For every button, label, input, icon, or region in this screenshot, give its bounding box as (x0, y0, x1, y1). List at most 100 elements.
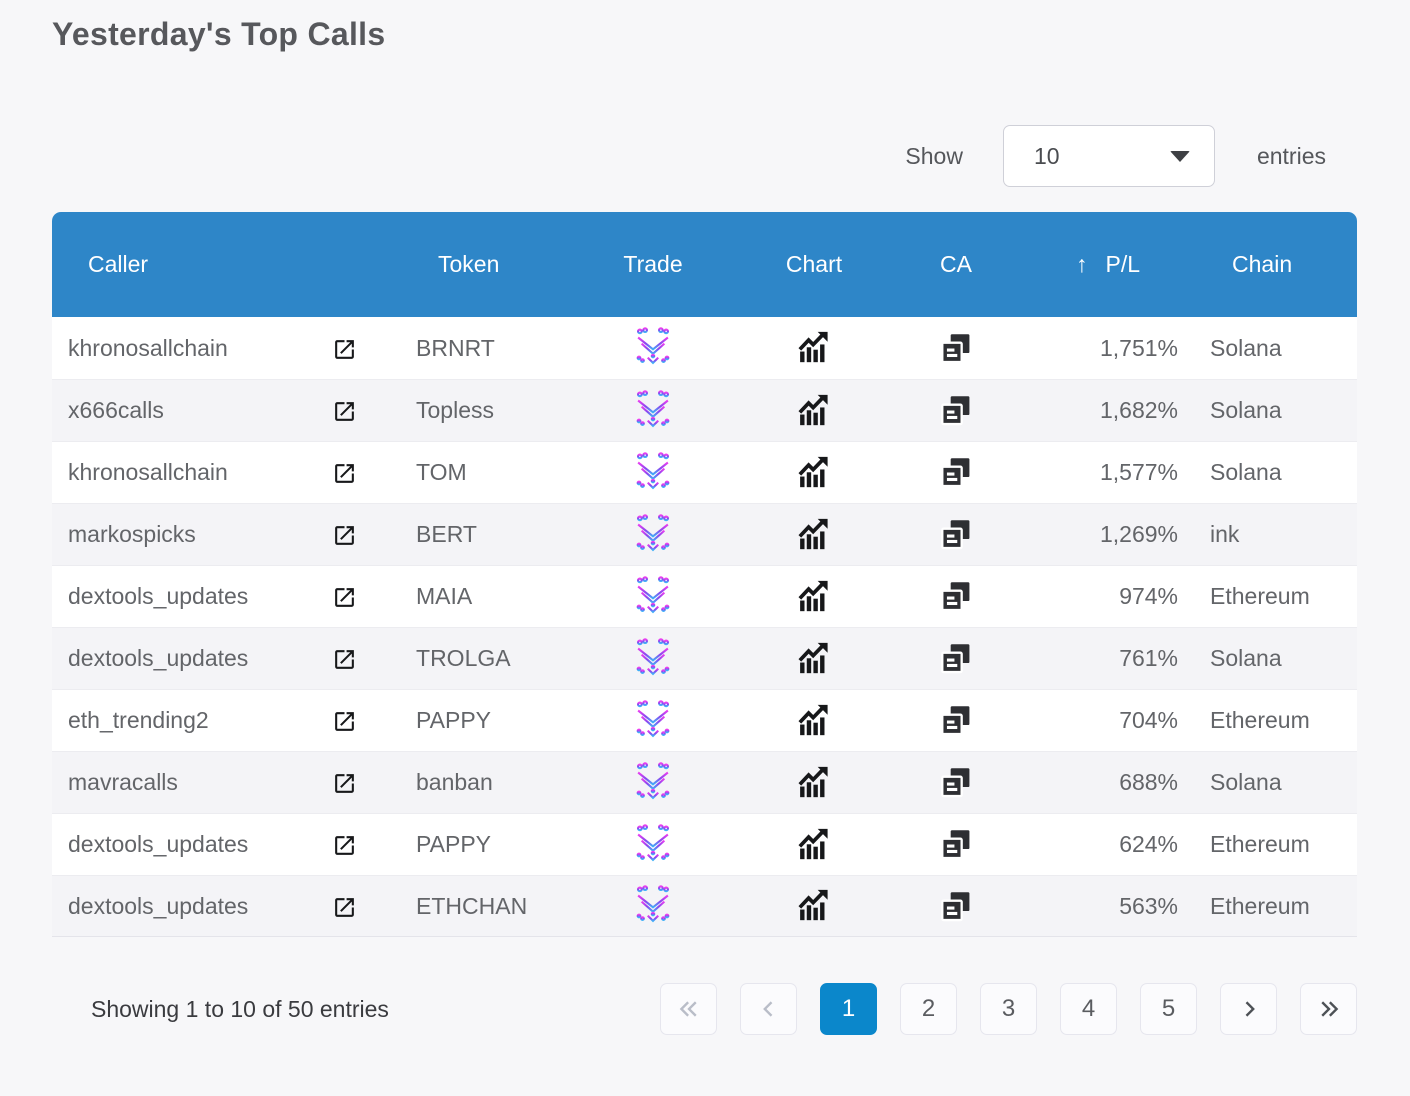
external-link-icon[interactable] (332, 523, 357, 548)
first-page-button[interactable] (660, 983, 717, 1035)
entries-label: entries (1256, 142, 1326, 169)
table-row: khronosallchain TOM (52, 441, 1358, 503)
table-row: markospicks BERT (52, 503, 1358, 565)
caller-name: mavracalls (52, 751, 312, 813)
token-name: Topless (376, 379, 563, 441)
column-header-pl[interactable]: ↑ P/L (1028, 212, 1189, 317)
price-chart-icon[interactable] (797, 518, 831, 552)
chain-name: Ethereum (1188, 875, 1358, 937)
caller-name: markospicks (52, 503, 312, 565)
external-link-icon[interactable] (332, 771, 357, 796)
chevrons-left-icon (679, 1001, 697, 1017)
price-chart-icon[interactable] (797, 642, 831, 676)
pl-value: 688% (1028, 751, 1189, 813)
page-5-button[interactable]: 5 (1140, 983, 1197, 1035)
external-link-icon[interactable] (332, 895, 357, 920)
chain-name: Ethereum (1188, 813, 1358, 875)
copy-contract-icon[interactable] (940, 705, 972, 736)
maestro-bot-icon[interactable] (632, 699, 674, 743)
maestro-bot-icon[interactable] (632, 389, 674, 433)
price-chart-icon[interactable] (797, 331, 831, 365)
column-header-chart[interactable]: Chart (744, 212, 885, 317)
column-header-token[interactable]: Token (376, 212, 563, 317)
token-name: BRNRT (376, 317, 563, 379)
arrow-up-icon: ↑ (1076, 251, 1088, 277)
token-name: BERT (376, 503, 563, 565)
copy-contract-icon[interactable] (940, 333, 972, 364)
table-length-control: Show 10 entries (905, 125, 1357, 187)
page-2-button[interactable]: 2 (900, 983, 957, 1035)
maestro-bot-icon[interactable] (632, 513, 674, 557)
price-chart-icon[interactable] (797, 889, 831, 923)
table-row: eth_trending2 PAPPY (52, 689, 1358, 751)
chain-name: Ethereum (1188, 565, 1358, 627)
table-row: dextools_updates TROLGA (52, 627, 1358, 689)
maestro-bot-icon[interactable] (632, 823, 674, 867)
copy-contract-icon[interactable] (940, 767, 972, 798)
page-size-select[interactable]: 10 (1002, 125, 1215, 187)
column-header-caller[interactable]: Caller (52, 212, 377, 317)
column-header-trade[interactable]: Trade (562, 212, 745, 317)
token-name: TOM (376, 441, 563, 503)
pl-value: 1,577% (1028, 441, 1189, 503)
external-link-icon[interactable] (332, 709, 357, 734)
chain-name: ink (1188, 503, 1358, 565)
maestro-bot-icon[interactable] (632, 637, 674, 681)
external-link-icon[interactable] (332, 833, 357, 858)
maestro-bot-icon[interactable] (632, 761, 674, 805)
chevron-left-icon (762, 1001, 772, 1017)
chain-name: Ethereum (1188, 689, 1358, 751)
table-body: khronosallchain BRNRT (52, 317, 1358, 937)
token-name: PAPPY (376, 813, 563, 875)
pl-header-label: P/L (1105, 251, 1141, 277)
chevrons-right-icon (1320, 1001, 1338, 1017)
price-chart-icon[interactable] (797, 580, 831, 614)
external-link-icon[interactable] (332, 585, 357, 610)
page-title: Yesterday's Top Calls (52, 16, 386, 52)
copy-contract-icon[interactable] (940, 457, 972, 488)
external-link-icon[interactable] (332, 647, 357, 672)
token-name: TROLGA (376, 627, 563, 689)
table-row: khronosallchain BRNRT (52, 317, 1358, 379)
maestro-bot-icon[interactable] (632, 575, 674, 619)
copy-contract-icon[interactable] (940, 395, 972, 426)
pl-value: 974% (1028, 565, 1189, 627)
price-chart-icon[interactable] (797, 766, 831, 800)
external-link-icon[interactable] (332, 337, 357, 362)
table-row: mavracalls banban (52, 751, 1358, 813)
column-header-chain[interactable]: Chain (1188, 212, 1358, 317)
maestro-bot-icon[interactable] (632, 884, 674, 928)
external-link-icon[interactable] (332, 461, 357, 486)
pl-value: 1,751% (1028, 317, 1189, 379)
token-name: banban (376, 751, 563, 813)
page-1-button[interactable]: 1 (820, 983, 877, 1035)
next-page-button[interactable] (1220, 983, 1277, 1035)
chain-name: Solana (1188, 751, 1358, 813)
caller-name: x666calls (52, 379, 312, 441)
caller-name: dextools_updates (52, 627, 312, 689)
external-link-icon[interactable] (332, 399, 357, 424)
copy-contract-icon[interactable] (940, 519, 972, 550)
top-calls-table: Caller Token Trade Chart CA ↑ P/L Chain k… (52, 212, 1358, 937)
page-4-button[interactable]: 4 (1060, 983, 1117, 1035)
copy-contract-icon[interactable] (940, 643, 972, 674)
copy-contract-icon[interactable] (940, 829, 972, 860)
page-3-button[interactable]: 3 (980, 983, 1037, 1035)
previous-page-button[interactable] (740, 983, 797, 1035)
price-chart-icon[interactable] (797, 394, 831, 428)
caller-name: dextools_updates (52, 875, 312, 937)
copy-contract-icon[interactable] (940, 891, 972, 922)
column-header-ca[interactable]: CA (884, 212, 1029, 317)
maestro-bot-icon[interactable] (632, 326, 674, 370)
price-chart-icon[interactable] (797, 456, 831, 490)
price-chart-icon[interactable] (797, 704, 831, 738)
table-row: x666calls Topless (52, 379, 1358, 441)
chevron-down-icon (1169, 150, 1190, 162)
price-chart-icon[interactable] (797, 828, 831, 862)
copy-contract-icon[interactable] (940, 581, 972, 612)
table-row: dextools_updates PAPPY (52, 813, 1358, 875)
last-page-button[interactable] (1300, 983, 1357, 1035)
maestro-bot-icon[interactable] (632, 451, 674, 495)
